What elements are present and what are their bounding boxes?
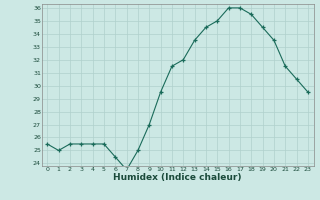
X-axis label: Humidex (Indice chaleur): Humidex (Indice chaleur) xyxy=(113,173,242,182)
